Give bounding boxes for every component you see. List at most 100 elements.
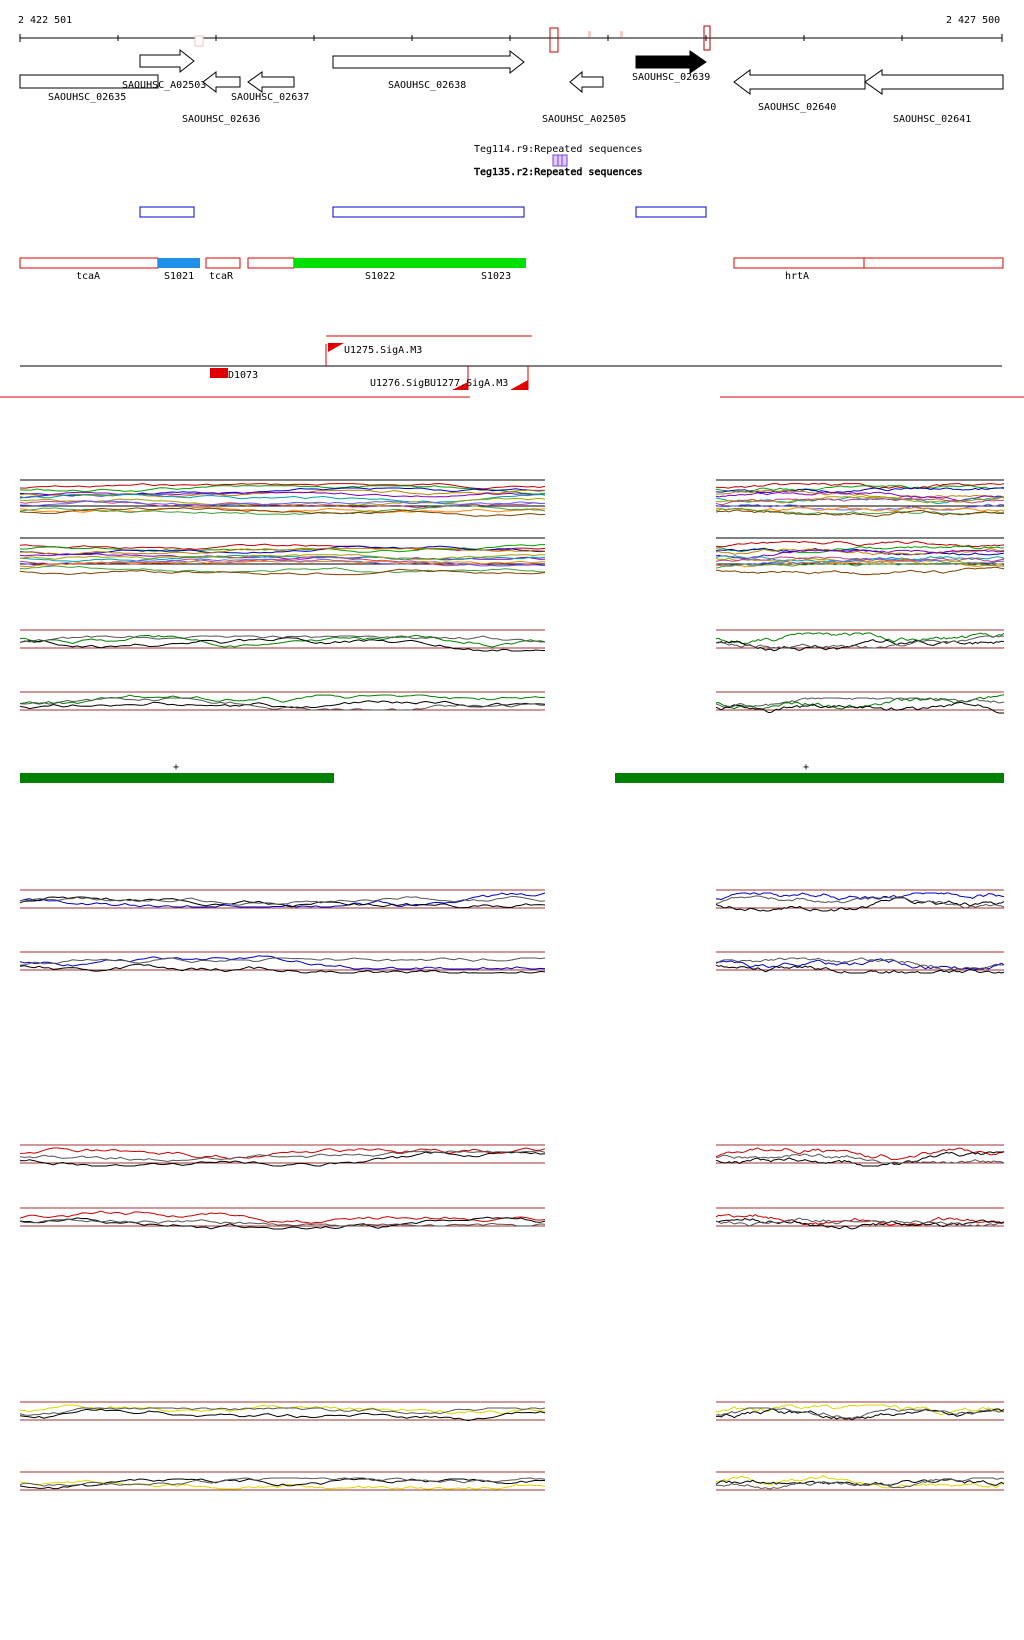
expression-trace [19,560,546,568]
expression-trace [715,1474,1005,1489]
coord-start: 2 422 501 [18,15,72,26]
gene-saouhsc-02641[interactable]: SAOUHSC_02641 [864,69,1004,125]
expression-trace [19,963,546,974]
gene-label: SAOUHSC_02639 [632,72,710,83]
expression-trace [19,500,545,509]
feature-box[interactable] [635,206,707,218]
strand-bar[interactable] [20,773,334,783]
gene-track: SAOUHSC_02635 SAOUHSC_A02503 SAOUHSC_026… [19,48,1004,125]
expression-trace [19,892,546,908]
segment-label: tcaR [209,271,234,282]
arrow-left-icon [247,71,295,93]
expression-trace [19,1218,546,1227]
strand-track: + + [20,762,1004,783]
expression-trace [715,509,1005,518]
gene-saouhsc-02638[interactable]: SAOUHSC_02638 [332,49,525,91]
gene-saouhsc-02636[interactable]: SAOUHSC_02636 [182,70,260,125]
expression-trace [715,697,1005,708]
arrow-left-icon [864,69,1004,95]
expression-trace [19,1407,546,1416]
promoter-u1275[interactable]: U1275.SigA.M3 [325,343,422,366]
segment-right[interactable] [863,257,1004,269]
strand-bar[interactable] [615,773,1004,783]
expression-trace [715,549,1005,560]
expression-trace [19,957,546,966]
expression-trace [715,1213,1005,1226]
expression-trace [715,548,1005,556]
expression-trace [19,1408,546,1422]
expression-trace [19,547,546,556]
expression-profiles [19,479,1005,1491]
repeat-mark[interactable] [552,154,568,167]
promoter-flag-icon [452,382,468,390]
promoter-flag-icon [328,343,344,352]
expression-trace [715,1408,1005,1421]
expression-trace [715,556,1005,563]
expression-trace [19,697,546,711]
expression-trace [19,634,546,648]
gene-saouhsc-02639[interactable]: SAOUHSC_02639 [632,50,710,83]
feature-box[interactable] [332,206,525,218]
expression-trace [19,1210,546,1224]
arrow-left-icon [569,70,604,94]
arrow-left-icon [202,70,241,94]
expression-trace [715,1404,1005,1416]
expression-trace [19,558,546,567]
expression-trace [715,701,1004,714]
expression-trace [19,506,546,513]
gene-label: SAOUHSC_02637 [231,92,309,103]
promoter-u1277[interactable]: U1277.SigA.M3 [430,366,529,390]
expression-trace [19,554,546,560]
gene-saouhsc-a02505[interactable]: SAOUHSC_A02505 [542,70,626,125]
expression-trace [19,483,546,490]
expression-trace [19,896,546,909]
expression-trace [715,485,1005,493]
expression-trace [19,700,546,710]
segment-label: hrtA [785,271,809,282]
strand-sign: + [173,762,179,773]
gene-saouhsc-02635[interactable]: SAOUHSC_02635 [19,74,159,103]
expression-trace [19,565,545,573]
expression-trace [19,1477,546,1487]
expression-trace [19,500,546,507]
repeat-label[interactable]: Teg114.r9:Repeated sequences [474,144,643,155]
segment-tcaR[interactable] [205,257,241,269]
promoter-label: U1277.SigA.M3 [430,378,508,389]
arrow-right-icon [139,48,195,74]
expression-trace [715,964,1005,974]
expression-trace [19,1150,546,1163]
expression-trace [19,568,546,576]
expression-trace [716,1477,1005,1490]
repeat-label[interactable]: Teg135.r2:Repeated sequences [474,167,643,179]
segment-border[interactable] [247,257,295,269]
expression-trace [715,1407,1005,1419]
expression-trace [715,635,1005,649]
expression-trace [715,566,1005,576]
gene-saouhsc-02640[interactable]: SAOUHSC_02640 [733,69,866,113]
segment-S1021[interactable] [158,258,200,268]
expression-trace [715,1151,1004,1167]
promoter-u1276[interactable]: U1276.SigB [370,366,469,390]
segment-label: S1022 [365,271,395,282]
arrow-left-icon [733,69,866,95]
expression-trace [715,498,1005,506]
expression-trace [19,635,546,643]
gene-saouhsc-02637[interactable]: SAOUHSC_02637 [231,71,309,103]
expression-trace [19,1478,546,1490]
expression-trace [715,487,1005,494]
expression-trace [715,958,1005,970]
repeat-track: Teg114.r9:Repeated sequences Teg135.r2:R… [474,144,643,178]
segment-hrtA[interactable] [733,257,865,269]
promoter-d1073[interactable]: D1073 [210,368,258,381]
segment-S1022[interactable] [294,258,526,268]
segment-tcaA[interactable] [19,257,159,269]
feature-box[interactable] [139,206,195,218]
gene-label: SAOUHSC_A02505 [542,114,626,125]
gene-saouhsc-a02503[interactable]: SAOUHSC_A02503 [122,48,206,91]
gene-label: SAOUHSC_02641 [893,114,971,125]
expression-trace [19,1216,546,1230]
expression-trace [715,897,1005,912]
expression-trace [19,485,546,495]
promoter-flag-icon [210,368,228,378]
